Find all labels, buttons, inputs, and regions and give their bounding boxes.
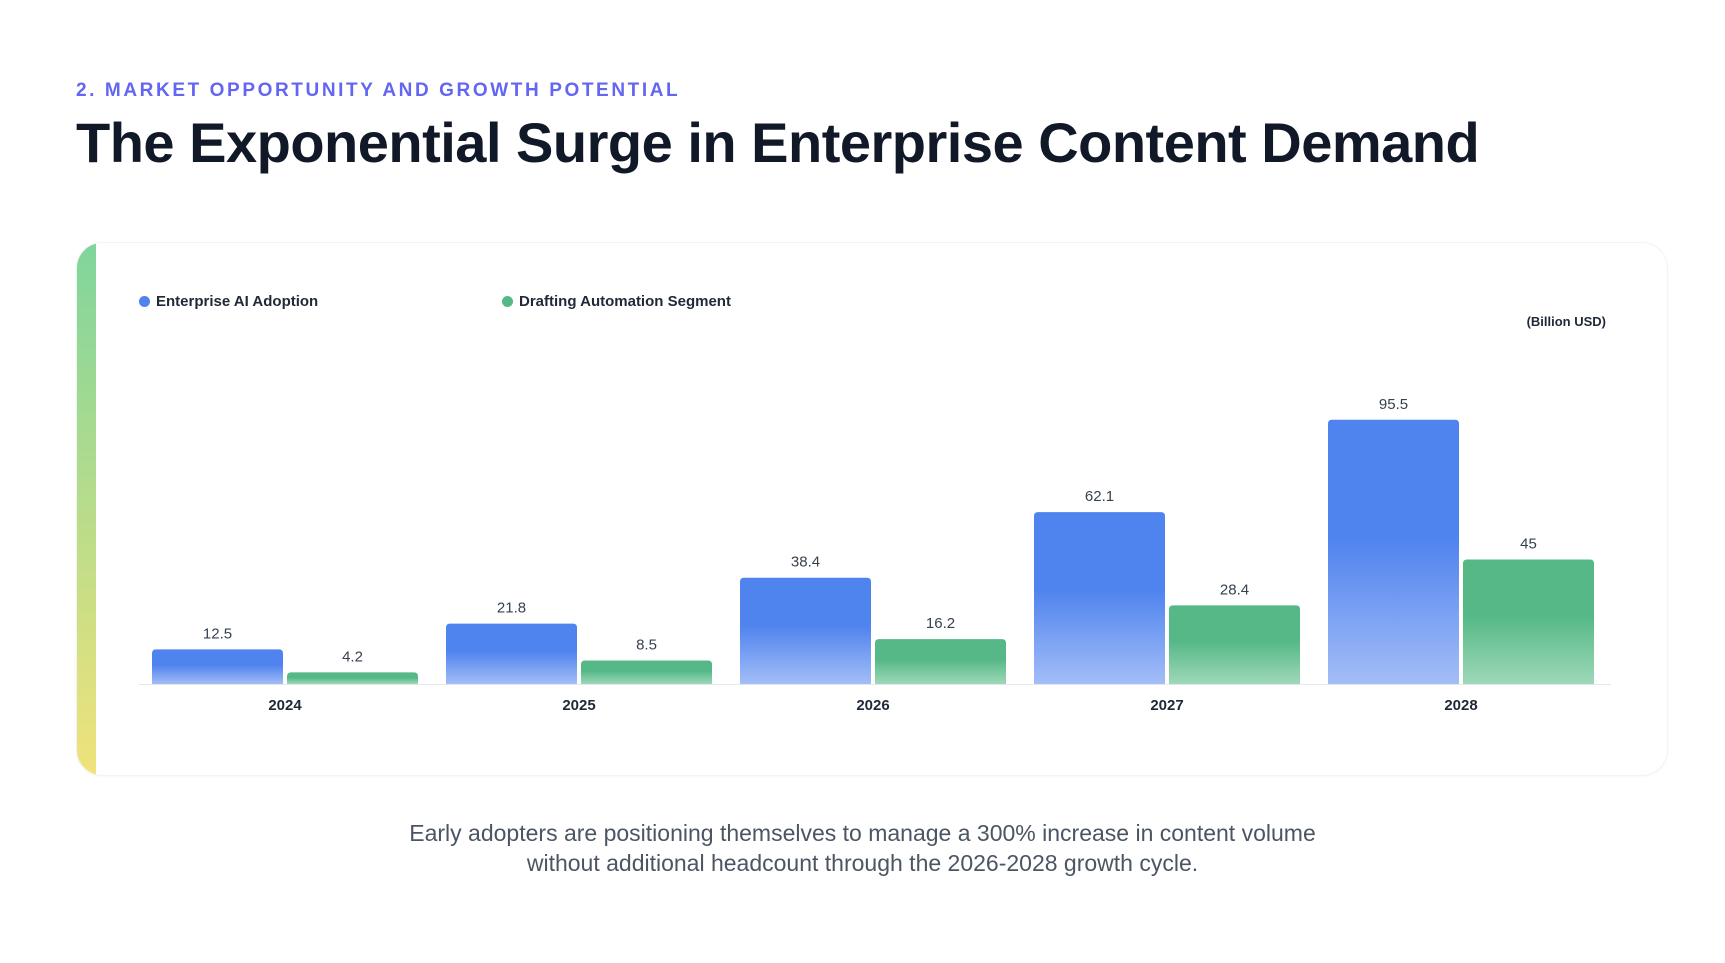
footnote-line-2: without additional headcount through the… bbox=[526, 850, 1199, 876]
data-label-enterprise-ai-2025: 21.8 bbox=[497, 600, 526, 617]
legend-dot-series-1-icon bbox=[139, 296, 150, 307]
x-tick-label-2025: 2025 bbox=[562, 697, 595, 714]
chart-footnote: Early adopters are positioning themselve… bbox=[0, 818, 1725, 878]
data-label-enterprise-ai-2024: 12.5 bbox=[203, 625, 232, 642]
bar-enterprise-ai-2027 bbox=[1034, 512, 1165, 684]
bar-enterprise-ai-2028 bbox=[1328, 419, 1459, 684]
x-tick-label-2024: 2024 bbox=[268, 697, 302, 714]
chart-card: Enterprise AI Adoption Drafting Automati… bbox=[76, 242, 1668, 776]
legend-item-drafting-automation: Drafting Automation Segment bbox=[502, 293, 731, 310]
footnote-line-1: Early adopters are positioning themselve… bbox=[409, 820, 1316, 846]
data-label-drafting-automation-2028: 45 bbox=[1520, 535, 1537, 552]
bar-drafting-automation-2024 bbox=[287, 672, 418, 684]
bar-drafting-automation-2028 bbox=[1463, 559, 1594, 684]
chart-legend: Enterprise AI Adoption Drafting Automati… bbox=[139, 293, 839, 313]
x-tick-label-2028: 2028 bbox=[1444, 697, 1477, 714]
bar-drafting-automation-2025 bbox=[581, 660, 712, 684]
x-tick-label-2027: 2027 bbox=[1150, 697, 1183, 714]
bar-chart: 12.5 4.2 2024 21.8 8.5 2025 38.4 16.2 2026 62.1 28… bbox=[139, 396, 1611, 714]
card-accent-bar bbox=[77, 243, 96, 775]
page-title: The Exponential Surge in Enterprise Cont… bbox=[76, 111, 1480, 174]
bar-enterprise-ai-2026 bbox=[740, 577, 871, 684]
data-label-enterprise-ai-2027: 62.1 bbox=[1085, 488, 1114, 505]
legend-label-series-1: Enterprise AI Adoption bbox=[156, 293, 319, 310]
legend-label-series-2: Drafting Automation Segment bbox=[519, 293, 731, 310]
data-label-enterprise-ai-2026: 38.4 bbox=[791, 554, 820, 571]
section-eyebrow: 2. MARKET OPPORTUNITY AND GROWTH POTENTI… bbox=[76, 80, 681, 101]
data-label-drafting-automation-2025: 8.5 bbox=[636, 636, 657, 653]
data-label-drafting-automation-2027: 28.4 bbox=[1220, 581, 1249, 598]
legend-item-enterprise-ai: Enterprise AI Adoption bbox=[139, 293, 318, 310]
legend-dot-series-2-icon bbox=[502, 296, 513, 307]
bar-drafting-automation-2026 bbox=[875, 639, 1006, 684]
bar-enterprise-ai-2025 bbox=[446, 623, 577, 684]
bar-enterprise-ai-2024 bbox=[152, 649, 283, 684]
x-tick-label-2026: 2026 bbox=[856, 697, 889, 714]
data-label-drafting-automation-2026: 16.2 bbox=[926, 615, 955, 632]
bar-drafting-automation-2027 bbox=[1169, 605, 1300, 684]
data-label-enterprise-ai-2028: 95.5 bbox=[1379, 396, 1408, 413]
data-label-drafting-automation-2024: 4.2 bbox=[342, 648, 363, 665]
unit-label: (Billion USD) bbox=[1526, 314, 1606, 329]
